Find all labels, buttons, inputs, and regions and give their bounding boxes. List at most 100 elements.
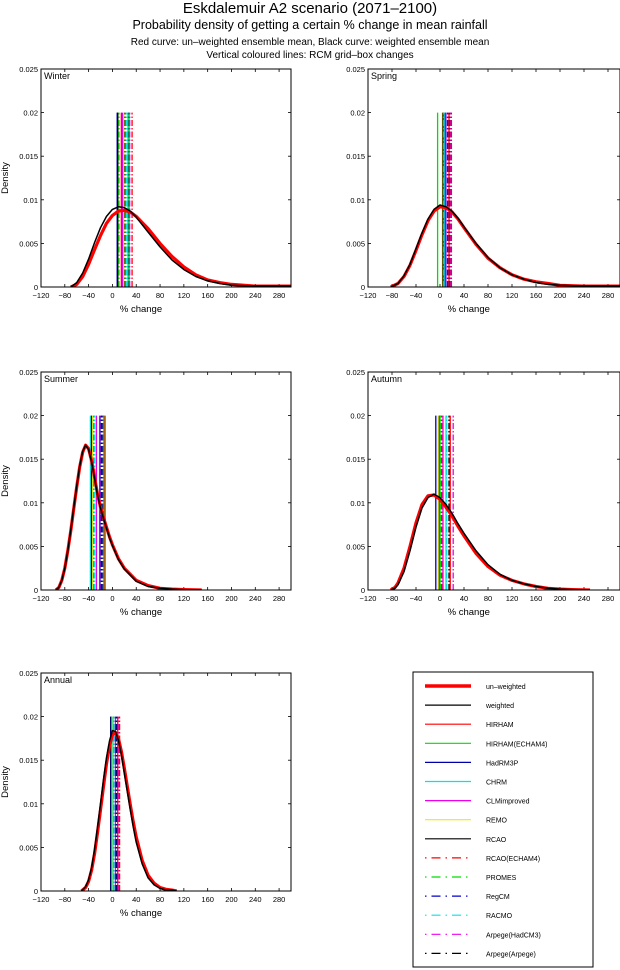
- plot-frame: [367, 68, 620, 288]
- y-tick-label: 0: [361, 283, 365, 292]
- legend-label: CLMimproved: [486, 799, 530, 806]
- panel-summer: −120 −80 −40 0 40 80 120 160 200 240 280 0 0.005 0.01…: [0, 368, 292, 618]
- x-tick-label: −40: [82, 594, 95, 603]
- x-tick-label: 80: [484, 594, 492, 603]
- x-tick-label: −80: [58, 895, 71, 904]
- curve-unweighted: [390, 205, 620, 287]
- y-tick-label: 0.01: [23, 196, 38, 205]
- y-tick-label: 0.005: [346, 239, 365, 248]
- y-tick-label: 0.02: [23, 109, 38, 118]
- y-tick-label: 0.01: [23, 800, 38, 809]
- x-tick-label: 240: [578, 594, 591, 603]
- y-tick-label: 0.015: [19, 455, 38, 464]
- y-tick-label: 0: [34, 283, 38, 292]
- y-tick-label: 0.025: [19, 368, 38, 377]
- x-tick-label: 280: [273, 291, 286, 300]
- y-tick-label: 0.015: [346, 455, 365, 464]
- panel-winter: −120 −80 −40 0 40 80 120 160 200 240 280 0 0.005 0.01…: [0, 65, 292, 315]
- legend-label: RCAO: [486, 837, 507, 844]
- legend-item: REMO: [425, 818, 508, 825]
- y-tick-label: 0.025: [19, 669, 38, 678]
- x-tick-label: 200: [225, 594, 238, 603]
- plot-frame: [40, 371, 292, 591]
- plot-frame: [367, 371, 620, 591]
- x-tick-label: 80: [484, 291, 492, 300]
- panel-title: Spring: [371, 71, 397, 81]
- legend-label: RCAO(ECHAM4): [486, 856, 540, 863]
- legend-item: HIRHAM(ECHAM4): [425, 741, 547, 748]
- legend-item: CLMimproved: [425, 799, 530, 806]
- legend-item: weighted: [425, 703, 514, 710]
- y-tick-label: 0.01: [350, 499, 365, 508]
- legend-item: RCAO(ECHAM4): [425, 856, 540, 863]
- y-tick-label: 0: [34, 586, 38, 595]
- x-tick-label: −80: [58, 594, 71, 603]
- legend-item: Arpege(Arpege): [425, 951, 536, 958]
- x-tick-label: 120: [178, 895, 191, 904]
- x-tick-label: 120: [506, 594, 519, 603]
- x-tick-label: −80: [386, 291, 399, 300]
- figure-caption-lines: Vertical coloured lines: RCM grid–box ch…: [206, 50, 414, 61]
- curve-weighted: [55, 444, 202, 590]
- legend-item: RCAO: [425, 837, 507, 844]
- legend-item: HadRM3P: [425, 760, 519, 767]
- x-tick-label: 240: [249, 895, 262, 904]
- x-tick-label: 280: [273, 895, 286, 904]
- x-tick-label: 240: [249, 594, 262, 603]
- x-axis-label: % change: [120, 908, 162, 919]
- rcm-lines: [116, 112, 133, 287]
- x-tick-label: 280: [602, 594, 615, 603]
- x-tick-label: 160: [530, 291, 543, 300]
- x-tick-label: 240: [578, 291, 591, 300]
- x-tick-label: 160: [530, 594, 543, 603]
- y-tick-label: 0.005: [346, 542, 365, 551]
- y-tick-label: 0.025: [19, 65, 38, 74]
- legend-label: HIRHAM: [486, 722, 514, 729]
- y-tick-label: 0.025: [346, 368, 365, 377]
- legend-label: Arpege(Arpege): [486, 951, 536, 958]
- y-tick-label: 0.005: [19, 843, 38, 852]
- y-tick-label: 0.015: [19, 152, 38, 161]
- curve-unweighted: [389, 493, 591, 590]
- panel-annual: −120 −80 −40 0 40 80 120 160 200 240 280 0 0.005 0.01…: [0, 669, 292, 919]
- y-tick-label: 0.01: [23, 499, 38, 508]
- legend-label: Arpege(HadCM3): [486, 932, 541, 939]
- legend-item: RegCM: [425, 894, 510, 901]
- x-tick-label: 40: [460, 291, 468, 300]
- plot-frame: [40, 672, 292, 892]
- x-tick-label: −40: [410, 594, 423, 603]
- x-tick-label: 40: [132, 895, 140, 904]
- legend-label: HIRHAM(ECHAM4): [486, 741, 547, 748]
- panel-autumn: −120 −80 −40 0 40 80 120 160 200 240 280 0 0.005 0.01…: [346, 368, 620, 618]
- y-tick-label: 0.02: [350, 109, 365, 118]
- x-tick-label: 160: [201, 594, 214, 603]
- x-tick-label: 280: [602, 291, 615, 300]
- y-tick-label: 0.005: [19, 239, 38, 248]
- panel-title: Summer: [44, 374, 78, 384]
- curve-weighted: [390, 204, 620, 287]
- y-tick-label: 0.01: [350, 196, 365, 205]
- y-tick-label: 0.02: [23, 713, 38, 722]
- x-tick-label: −80: [58, 291, 71, 300]
- legend: un–weighted weighted HIRHAM HIRHAM(ECHAM4) H…: [412, 671, 594, 968]
- x-tick-label: 160: [201, 291, 214, 300]
- legend-item: PROMES: [425, 875, 517, 882]
- x-tick-label: 0: [110, 594, 114, 603]
- figure-title: Eskdalemuir A2 scenario (2071–2100): [182, 0, 438, 17]
- legend-item: RACMO: [425, 913, 513, 920]
- plot-frame: [40, 68, 292, 288]
- legend-label: PROMES: [486, 875, 517, 882]
- legend-item: Arpege(HadCM3): [425, 932, 541, 939]
- y-tick-label: 0.005: [19, 542, 38, 551]
- x-tick-label: 240: [249, 291, 262, 300]
- panel-title: Annual: [44, 675, 72, 685]
- panel-title: Winter: [44, 71, 70, 81]
- figure-subtitle: Probability density of getting a certain…: [132, 18, 488, 32]
- y-tick-label: 0.015: [19, 756, 38, 765]
- curve-weighted: [70, 206, 291, 287]
- curve-unweighted: [54, 443, 202, 590]
- legend-item: un–weighted: [425, 684, 526, 691]
- x-tick-label: 200: [225, 895, 238, 904]
- x-tick-label: 40: [460, 594, 468, 603]
- x-tick-label: 160: [201, 895, 214, 904]
